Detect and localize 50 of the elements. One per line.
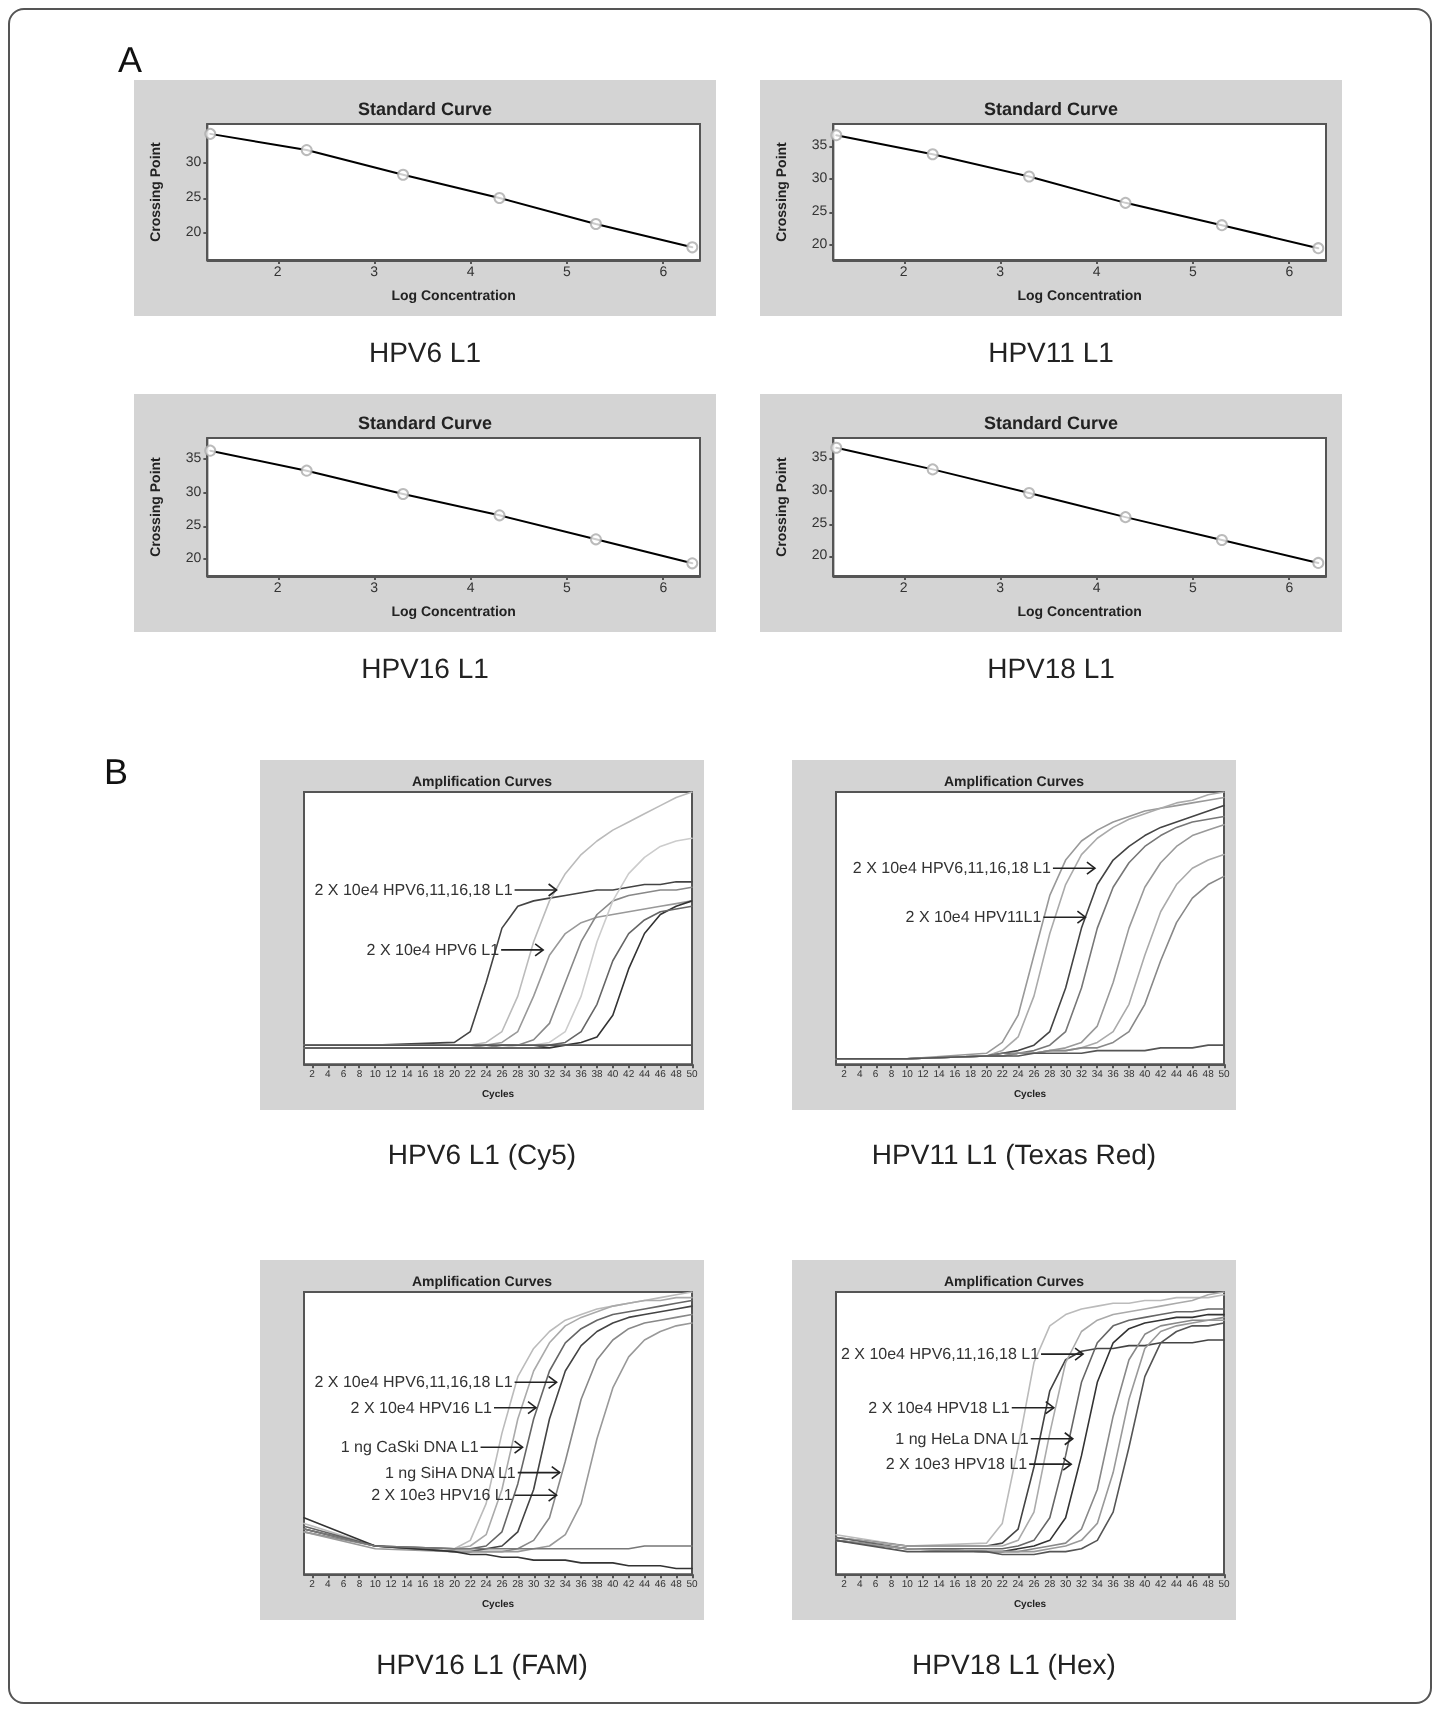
chart-title: Standard Curve bbox=[357, 413, 493, 433]
annotation: 1 ng SiHA DNA L1 bbox=[385, 1463, 517, 1482]
annotation: 1 ng CaSki DNA L1 bbox=[340, 1438, 480, 1457]
point bbox=[300, 144, 313, 157]
point bbox=[686, 241, 699, 254]
point bbox=[686, 557, 699, 570]
text: HPV16 L1 bbox=[359, 652, 491, 684]
annotation: 2 X 10e4 HPV16 L1 bbox=[350, 1398, 494, 1417]
text: HPV6 L1 (Cy5) bbox=[385, 1138, 579, 1170]
annotation: 2 X 10e4 HPV6,11,16,18 L1 bbox=[314, 880, 514, 899]
text: B bbox=[104, 752, 129, 794]
point bbox=[926, 148, 939, 161]
text: HPV18 L1 (Hex) bbox=[910, 1648, 1118, 1680]
text: HPV11 L1 (Texas Red) bbox=[869, 1138, 1159, 1170]
text: HPV6 L1 bbox=[366, 336, 484, 368]
annotation: 2 X 10e3 HPV16 L1 bbox=[371, 1486, 514, 1505]
annotation: 2 X 10e4 HPV6,11,16,18 L1 bbox=[314, 1373, 514, 1392]
annotation: 2 X 10e4 HPV11L1 bbox=[905, 908, 1043, 927]
point bbox=[493, 191, 506, 204]
point bbox=[589, 533, 602, 546]
chart-title: Standard Curve bbox=[357, 99, 493, 119]
annotation: 2 X 10e3 HPV18 L1 bbox=[885, 1455, 1029, 1474]
point bbox=[830, 441, 843, 454]
point bbox=[1312, 242, 1325, 255]
point bbox=[1023, 170, 1036, 183]
point bbox=[1215, 219, 1228, 232]
point bbox=[589, 218, 602, 231]
annotation: 2 X 10e4 HPV18 L1 bbox=[868, 1398, 1011, 1417]
point bbox=[1023, 486, 1036, 499]
point bbox=[830, 129, 843, 142]
text: HPV18 L1 bbox=[985, 652, 1117, 684]
point bbox=[397, 488, 410, 500]
point bbox=[397, 168, 410, 181]
text: HPV11 L1 bbox=[986, 336, 1116, 368]
annotation: 2 X 10e4 HPV6,11,16,18 L1 bbox=[840, 1345, 1041, 1364]
chart-title: Standard Curve bbox=[983, 413, 1119, 433]
annotation: 2 X 10e4 HPV6,11,16,18 L1 bbox=[852, 859, 1053, 878]
text: HPV16 L1 (FAM) bbox=[374, 1648, 590, 1680]
point bbox=[1119, 196, 1132, 209]
point bbox=[1312, 556, 1325, 569]
point bbox=[926, 463, 939, 476]
point bbox=[1119, 511, 1132, 524]
point bbox=[300, 464, 313, 477]
chart-title: Standard Curve bbox=[983, 99, 1119, 119]
point bbox=[204, 127, 217, 140]
annotation: 1 ng HeLa DNA L1 bbox=[895, 1429, 1030, 1448]
point bbox=[204, 444, 217, 457]
point bbox=[1215, 534, 1228, 547]
point bbox=[493, 509, 506, 522]
text: A bbox=[118, 40, 143, 82]
